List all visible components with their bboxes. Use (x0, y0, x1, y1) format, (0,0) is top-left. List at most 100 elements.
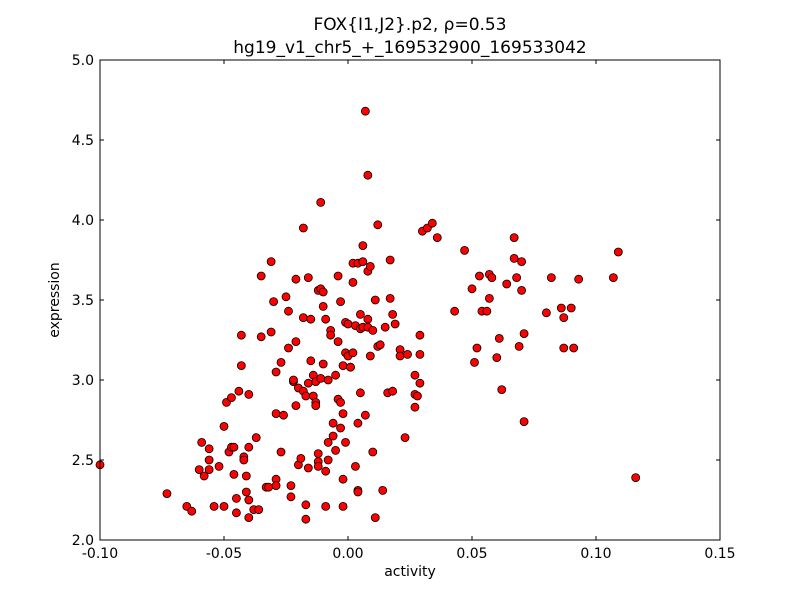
x-tick-label: 0.00 (332, 546, 363, 562)
data-point (244, 495, 254, 505)
data-point (413, 391, 422, 401)
y-tick-label: 4.0 (72, 213, 94, 229)
data-point (343, 319, 353, 329)
data-point (368, 447, 378, 457)
data-point (497, 385, 507, 395)
data-point (395, 351, 405, 361)
data-point (390, 319, 400, 329)
data-point (380, 322, 390, 332)
data-point (546, 273, 556, 283)
data-point (363, 314, 373, 324)
data-point (482, 306, 492, 316)
data-point (284, 306, 293, 316)
data-point (509, 233, 519, 243)
data-point (303, 273, 313, 283)
data-point (204, 455, 214, 465)
data-point (415, 349, 425, 359)
data-point (370, 513, 380, 522)
data-point (467, 284, 477, 294)
data-point (400, 433, 410, 443)
data-point (388, 386, 398, 396)
data-point (375, 340, 385, 350)
data-point (256, 271, 266, 281)
data-point (336, 397, 345, 407)
data-point (291, 337, 301, 347)
data-point (415, 378, 425, 388)
y-axis-label: expression (47, 262, 63, 338)
x-tick-label: -0.10 (82, 546, 118, 562)
data-point (229, 469, 239, 479)
data-point (569, 343, 579, 353)
data-point (517, 257, 526, 267)
data-point (608, 273, 618, 283)
data-point (204, 465, 214, 475)
y-tick-label: 5.0 (72, 53, 94, 69)
data-point (321, 466, 331, 476)
data-point (360, 410, 370, 420)
data-point (519, 329, 529, 339)
data-point (229, 442, 239, 452)
chart-title-line-1: FOX{I1,J2}.p2, ρ=0.53 (313, 15, 506, 35)
y-tick-label: 4.5 (72, 133, 94, 149)
data-point (542, 308, 551, 318)
data-point (336, 423, 345, 433)
data-point (338, 474, 348, 484)
x-tick-label: 0.05 (456, 546, 487, 562)
data-point (328, 418, 338, 428)
data-point (306, 356, 316, 366)
data-point (331, 370, 341, 380)
data-point (355, 309, 365, 319)
plot-frame (99, 59, 721, 541)
data-point (244, 389, 254, 399)
data-point (281, 292, 291, 302)
data-point (514, 341, 524, 351)
data-point (321, 501, 331, 511)
data-points (95, 106, 641, 524)
data-point (236, 330, 246, 340)
data-point (298, 223, 308, 233)
data-point (303, 463, 313, 473)
data-point (509, 253, 519, 263)
data-point (291, 401, 301, 411)
data-point (613, 247, 623, 257)
data-point (318, 359, 328, 369)
data-point (427, 218, 437, 228)
data-point (264, 482, 274, 492)
data-point (251, 433, 261, 443)
data-point (472, 343, 482, 353)
data-point (227, 393, 236, 403)
data-point (631, 473, 641, 483)
data-point (388, 309, 398, 319)
data-point (363, 170, 373, 180)
data-point (236, 361, 246, 371)
data-point (289, 375, 298, 385)
data-point (311, 401, 321, 411)
data-point (323, 437, 333, 447)
data-point (517, 285, 526, 295)
data-point (244, 442, 254, 452)
data-point (338, 501, 348, 511)
data-point (368, 325, 378, 335)
data-point (241, 487, 251, 497)
data-point (348, 348, 358, 358)
plot-area (100, 60, 720, 540)
data-point (284, 343, 293, 353)
data-point (318, 287, 328, 297)
data-point (360, 106, 370, 116)
data-point (296, 453, 306, 463)
chart-title-line-2: hg19_v1_chr5_+_169532900_169533042 (233, 38, 586, 58)
data-point (432, 233, 442, 243)
data-point (256, 332, 266, 342)
data-point (298, 313, 308, 323)
data-point (197, 437, 207, 447)
data-point (378, 485, 388, 495)
data-point (355, 388, 365, 398)
data-point (279, 410, 288, 420)
data-point (487, 273, 497, 283)
data-point (385, 255, 395, 265)
data-point (373, 220, 383, 230)
data-point (519, 417, 529, 427)
data-point (475, 271, 484, 281)
data-point (333, 271, 343, 281)
data-point (199, 471, 209, 481)
